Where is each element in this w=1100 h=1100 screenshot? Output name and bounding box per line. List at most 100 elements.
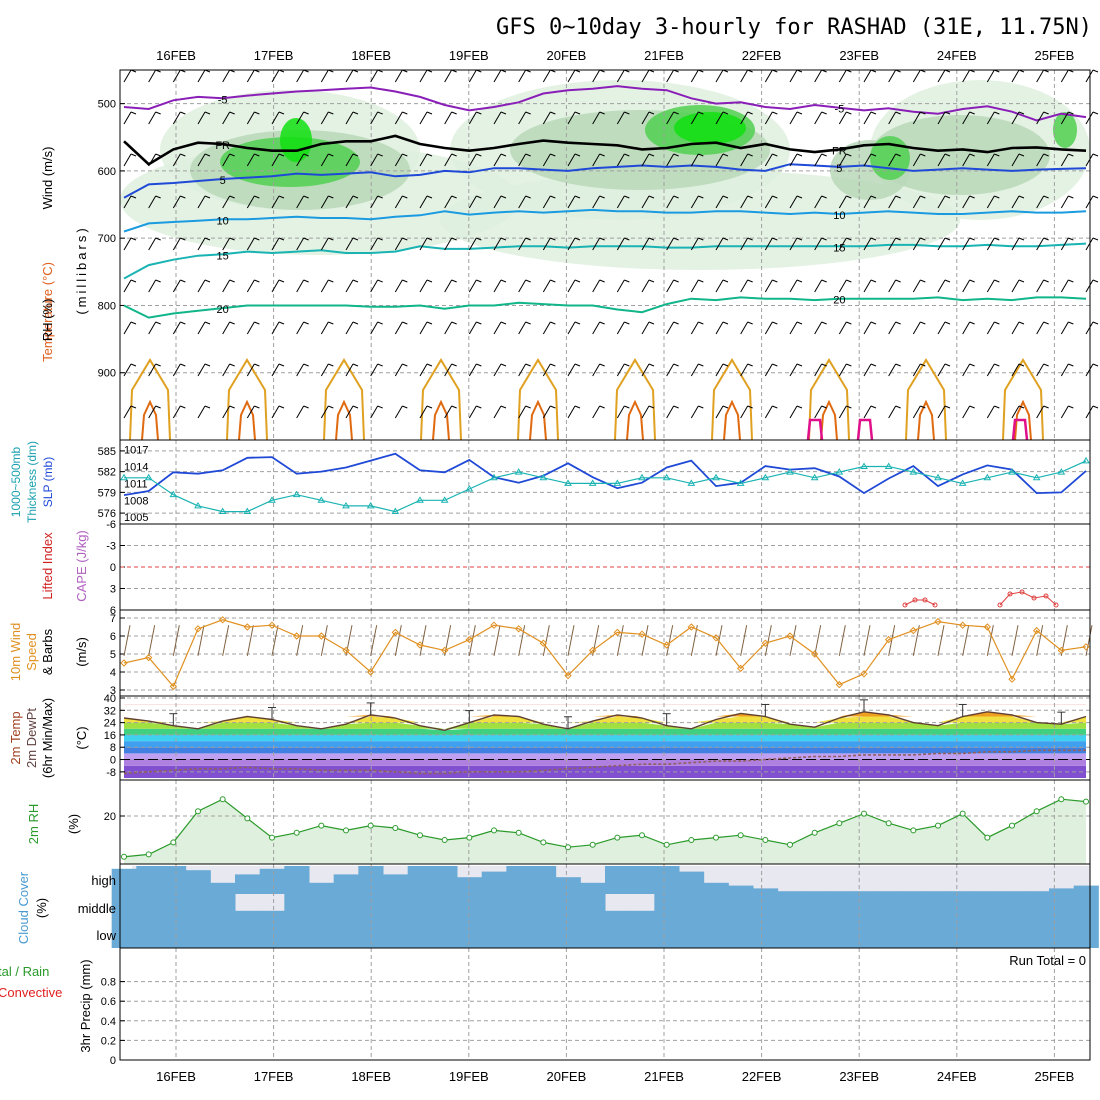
warm-contour — [614, 358, 656, 441]
isotherm-label: 5 — [220, 175, 226, 187]
wind-barb-flag — [204, 405, 211, 409]
wind-barb — [567, 237, 576, 251]
wind-barb-flag — [1043, 153, 1049, 157]
wind-barb-flag — [500, 363, 507, 367]
wind-barb-flag — [303, 111, 309, 115]
wind-speed-marker — [194, 625, 202, 633]
isotherm-label: 5 — [836, 163, 842, 175]
wind-barb-flag — [500, 321, 507, 325]
hot-contour — [856, 418, 874, 441]
wind-barb-flag — [1043, 111, 1049, 115]
wind-barb — [666, 237, 675, 251]
wind-barb-flag — [1092, 153, 1099, 157]
isotherm-line — [123, 296, 1087, 319]
rh-marker — [762, 837, 769, 843]
cloud-bar — [259, 868, 285, 894]
cloud-bar — [605, 922, 631, 948]
wind-speed-marker — [958, 621, 967, 629]
warm-contour — [432, 399, 450, 441]
wind-barb-flag — [204, 321, 211, 325]
wind-barb — [468, 279, 477, 293]
cloud-bar — [555, 894, 581, 922]
date-label-top: 23FEB — [839, 48, 879, 63]
cloud-bar — [284, 866, 310, 894]
upper-air-panel: 500 600 700 800 900 -5 -5 FR FR 5 5 10 10 15 15 20 20 — [98, 69, 1099, 441]
wind-barb — [419, 405, 428, 419]
wind-barb — [666, 321, 675, 335]
y-tick-label: 3 — [110, 685, 116, 697]
wind-barb — [838, 363, 847, 377]
run-total-label: Run Total = 0 — [1009, 953, 1086, 968]
date-label-top: 25FEB — [1035, 48, 1075, 63]
wind-barb — [764, 625, 772, 656]
wind-barb-flag — [377, 195, 383, 199]
wind-barb-flag — [994, 111, 1000, 115]
isotherm-line — [123, 163, 1087, 199]
wind-barb-flag — [574, 279, 581, 283]
wind-barb — [666, 405, 675, 419]
wind-barb — [394, 111, 403, 125]
wind-barb-flag — [648, 237, 655, 241]
wind-barb-flag — [426, 111, 433, 115]
wind-barb — [518, 625, 526, 656]
wind-barb — [271, 111, 280, 125]
rh-marker — [614, 834, 621, 841]
wind-barb-flag — [254, 363, 260, 367]
wind-barb-flag — [698, 279, 704, 283]
isotherm-label: 15 — [833, 242, 845, 254]
wind-barb — [567, 195, 576, 209]
wind-barb — [863, 321, 872, 335]
wind-barb-flag — [180, 153, 186, 157]
wind-barb — [246, 405, 255, 419]
p1-rh-label: RH (%) — [40, 299, 55, 342]
wind-barb — [518, 69, 527, 83]
wind-barb-flag — [130, 111, 137, 115]
p5-unit-label: (°C) — [74, 726, 89, 749]
wind-barb — [320, 363, 329, 377]
wind-barb-flag — [648, 111, 655, 115]
wind-barb-flag — [648, 405, 655, 409]
wind-barb — [444, 279, 453, 293]
wind-barb — [740, 279, 749, 293]
date-label-top: 18FEB — [351, 48, 391, 63]
wind-barb-flag — [1068, 237, 1074, 241]
wind-barb — [962, 321, 971, 335]
wind-barb-flag — [1043, 405, 1049, 409]
wind-barb-flag — [377, 363, 383, 367]
wind-barb — [690, 363, 699, 377]
date-label-bottom: 21FEB — [644, 1069, 684, 1084]
slp-marker — [490, 473, 498, 481]
wind-barb — [986, 237, 995, 251]
hot-contour — [806, 418, 824, 441]
cloud-bar — [111, 894, 137, 922]
y-tick-label: 585 — [98, 446, 116, 458]
wind-barb-flag — [1018, 153, 1025, 157]
wind-barb — [1011, 625, 1019, 656]
wind-barb — [419, 363, 428, 377]
wind-barb-flag — [944, 363, 951, 367]
wind-barb-flag — [402, 111, 408, 115]
wind-barb — [296, 321, 305, 335]
slp-marker — [366, 501, 375, 509]
wind-barb-flag — [648, 363, 655, 367]
wind-barb — [912, 195, 921, 209]
wind-barb-flag — [155, 237, 161, 241]
wind-barb-flag — [426, 237, 433, 241]
wind-barb — [863, 363, 872, 377]
wind-barb — [814, 195, 823, 209]
wind-barb — [370, 363, 379, 377]
date-label-top: 17FEB — [254, 48, 294, 63]
p4-a-label: 10m Wind — [8, 623, 23, 682]
wind-barb — [592, 321, 601, 335]
slp-tick-label: 1014 — [124, 462, 148, 474]
wind-speed-marker — [1032, 626, 1041, 635]
slp-marker — [144, 473, 153, 481]
wind-barb-flag — [1092, 195, 1099, 199]
cloud-bar — [531, 922, 557, 948]
wind-barb-flag — [303, 405, 309, 409]
cloud-level-label: middle — [78, 901, 116, 916]
wind-barb-flag — [352, 363, 359, 367]
wind-speed-marker — [564, 671, 572, 680]
wind-barb — [912, 405, 921, 419]
wind-barb-flag — [1092, 237, 1099, 241]
